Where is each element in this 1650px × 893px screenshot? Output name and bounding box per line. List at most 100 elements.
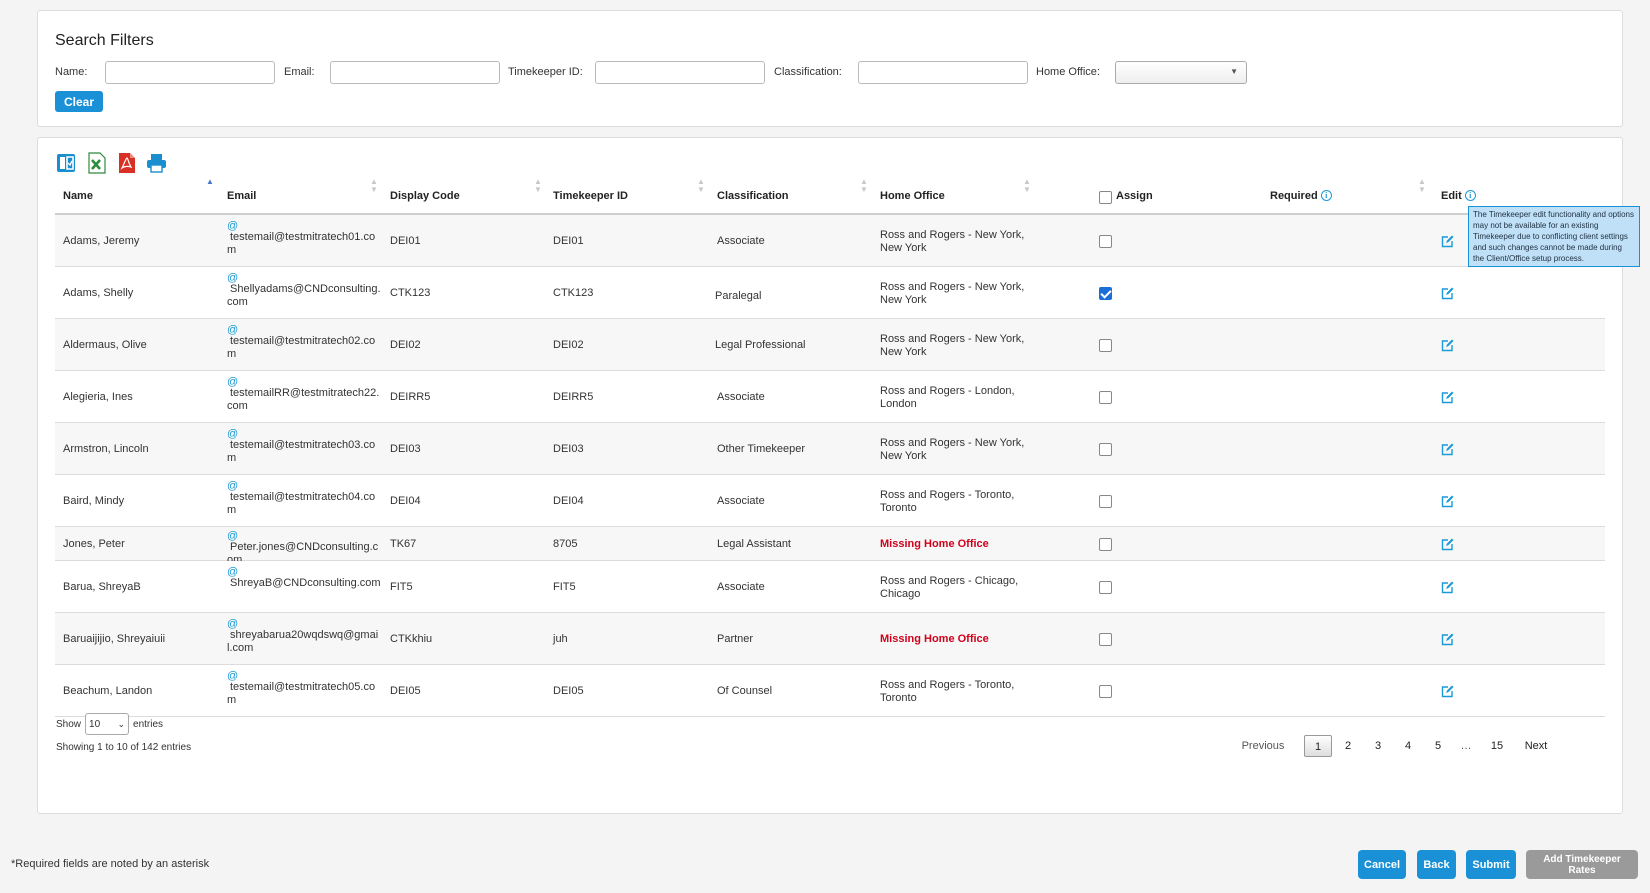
assign-checkbox[interactable]	[1099, 581, 1112, 594]
email-at-icon: @	[227, 566, 239, 578]
col-header-timekeeper-id[interactable]: Timekeeper ID	[553, 190, 629, 202]
info-icon[interactable]: i	[1320, 190, 1332, 201]
pdf-icon[interactable]	[116, 152, 137, 174]
name-filter-input[interactable]	[105, 61, 275, 84]
pagination-page-5[interactable]: 5	[1434, 740, 1442, 752]
col-header-name[interactable]: Name	[63, 190, 93, 202]
row-name: Beachum, Landon	[63, 685, 153, 697]
clear-button[interactable]: Clear	[55, 91, 104, 112]
home-office-select[interactable]: ▼	[1115, 61, 1247, 84]
row-classification: Paralegal	[715, 290, 762, 302]
edit-icon[interactable]	[1441, 391, 1454, 404]
print-icon[interactable]	[146, 152, 167, 174]
row-name: Baruaijijio, Shreyaiuii	[63, 633, 166, 645]
sort-both-icon: ▲ ▼	[1418, 177, 1426, 194]
cancel-button[interactable]: Cancel	[1358, 850, 1406, 879]
excel-icon[interactable]	[86, 152, 107, 174]
table-row: Aldermaus, Olive @ testemail@testmitratech…	[55, 319, 1605, 371]
assign-checkbox[interactable]	[1099, 235, 1112, 248]
entries-per-page-select[interactable]: 10 ⌄	[85, 713, 130, 735]
row-name: Adams, Shelly	[63, 287, 134, 299]
assign-checkbox[interactable]	[1099, 287, 1112, 300]
chevron-down-icon: ⌄	[117, 718, 126, 729]
results-panel: Name ▲ Email ▲ ▼ Display Code ▲ ▼ Timekeep…	[37, 137, 1623, 814]
row-display-code: TK67	[390, 538, 417, 550]
table-row: Baird, Mindy @ testemail@testmitratech04.c…	[55, 475, 1605, 527]
pagination-previous[interactable]: Previous	[1241, 740, 1285, 752]
row-name: Jones, Peter	[63, 538, 125, 550]
edit-icon[interactable]	[1441, 235, 1454, 248]
col-header-email[interactable]: Email	[227, 190, 257, 202]
info-icon[interactable]: i	[1464, 190, 1476, 201]
edit-icon[interactable]	[1441, 443, 1454, 456]
row-email-text: testemail@testmitratech01.com	[227, 231, 376, 256]
email-at-icon: @	[227, 272, 239, 284]
add-timekeeper-rates-button[interactable]: Add Timekeeper Rates	[1526, 850, 1638, 879]
edit-icon[interactable]	[1441, 581, 1454, 594]
email-at-icon: @	[227, 618, 239, 630]
assign-checkbox[interactable]	[1099, 633, 1112, 646]
pagination-page-3[interactable]: 3	[1374, 740, 1382, 752]
pagination-page-15[interactable]: 15	[1490, 740, 1504, 752]
email-at-icon: @	[227, 480, 239, 492]
row-name: Alegieria, Ines	[63, 391, 133, 403]
assign-checkbox[interactable]	[1099, 685, 1112, 698]
email-filter-input[interactable]	[330, 61, 500, 84]
pagination: Previous 1 2 3 4 5 … 15 Next	[1238, 735, 1608, 757]
col-header-home-office[interactable]: Home Office	[880, 190, 945, 202]
col-header-classification[interactable]: Classification	[717, 190, 789, 202]
copy-icon[interactable]	[56, 152, 77, 174]
required-fields-note: *Required fields are noted by an asteris…	[11, 858, 210, 870]
row-email: @ testemail@testmitratech01.com	[227, 221, 382, 257]
pagination-page-2[interactable]: 2	[1344, 740, 1352, 752]
entries-per-page-value: 10	[89, 718, 101, 730]
back-button[interactable]: Back	[1417, 850, 1456, 879]
row-email: @ testemail@testmitratech05.com	[227, 671, 382, 707]
row-home-office: Missing Home Office	[880, 538, 989, 550]
assign-checkbox[interactable]	[1099, 538, 1112, 551]
row-email-text: testemail@testmitratech03.com	[227, 439, 376, 464]
edit-icon[interactable]	[1441, 538, 1454, 551]
row-email: @ testemail@testmitratech03.com	[227, 429, 382, 465]
edit-icon[interactable]	[1441, 685, 1454, 698]
assign-checkbox[interactable]	[1099, 495, 1112, 508]
assign-checkbox[interactable]	[1099, 391, 1112, 404]
entries-label: entries	[133, 718, 164, 730]
row-display-code: CTKkhiu	[390, 633, 433, 645]
edit-icon[interactable]	[1441, 339, 1454, 352]
pagination-page-4[interactable]: 4	[1404, 740, 1412, 752]
row-timekeeper-id: DEI05	[553, 685, 584, 697]
row-display-code: DEI02	[390, 339, 421, 351]
row-email: @ Shellyadams@CNDconsulting.com	[227, 273, 382, 309]
row-name: Barua, ShreyaB	[63, 581, 141, 593]
timekeeper-id-filter-input[interactable]	[595, 61, 765, 84]
col-header-required: Required i	[1270, 190, 1332, 202]
show-label: Show	[56, 718, 82, 730]
classification-filter-input[interactable]	[858, 61, 1028, 84]
row-email-text: shreyabarua20wqdswq@gmail.com	[227, 629, 379, 654]
assign-checkbox[interactable]	[1099, 339, 1112, 352]
col-header-display-code[interactable]: Display Code	[390, 190, 460, 202]
table-row: Baruaijijio, Shreyaiuii @ shreyabarua20wqd…	[55, 613, 1605, 665]
assign-all-checkbox[interactable]	[1099, 191, 1112, 204]
entries-length-control: Show 10 ⌄ entries	[56, 713, 163, 735]
row-classification: Associate	[717, 581, 765, 593]
row-timekeeper-id: DEI04	[553, 495, 584, 507]
pagination-next[interactable]: Next	[1524, 740, 1548, 752]
pagination-page-1[interactable]: 1	[1304, 735, 1332, 757]
submit-button[interactable]: Submit	[1466, 850, 1516, 879]
row-timekeeper-id: 8705	[553, 538, 578, 550]
sort-both-icon: ▲ ▼	[370, 177, 378, 194]
col-header-edit: Edit i	[1441, 190, 1476, 202]
edit-icon[interactable]	[1441, 287, 1454, 300]
home-office-filter-label: Home Office:	[1036, 66, 1100, 78]
edit-icon[interactable]	[1441, 633, 1454, 646]
table-row: Armstron, Lincoln @ testemail@testmitratec…	[55, 423, 1605, 475]
name-filter-label: Name:	[55, 66, 88, 78]
row-name: Baird, Mindy	[63, 495, 125, 507]
email-at-icon: @	[227, 220, 239, 232]
table-info: Showing 1 to 10 of 142 entries	[56, 742, 192, 753]
edit-icon[interactable]	[1441, 495, 1454, 508]
assign-checkbox[interactable]	[1099, 443, 1112, 456]
row-classification: Associate	[717, 391, 765, 403]
